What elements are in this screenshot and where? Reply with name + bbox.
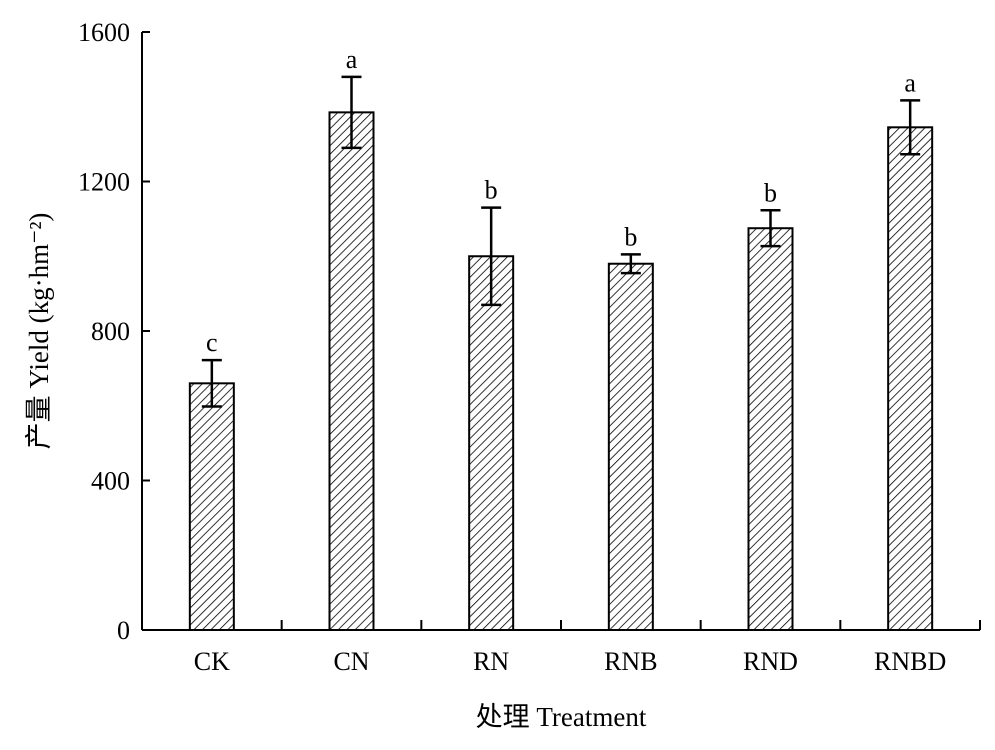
x-axis-title: 处理 Treatment: [476, 702, 647, 732]
significance-labels: c a b b b a: [206, 45, 916, 357]
y-tick-label: 800: [91, 317, 130, 346]
y-tick-label: 1600: [78, 18, 130, 47]
category-label: RN: [473, 647, 509, 676]
x-ticks: [280, 620, 981, 630]
error-bars: [201, 75, 921, 408]
axes: [141, 32, 980, 631]
bar-ck: [188, 382, 235, 632]
bar-rnb: [607, 262, 654, 631]
y-tick-label: 400: [91, 467, 130, 496]
significance-letter: a: [346, 45, 358, 74]
significance-letter: b: [764, 178, 777, 207]
y-tick-label: 1200: [78, 168, 130, 197]
bar-rnbd: [887, 126, 934, 632]
significance-letter: b: [624, 222, 637, 251]
category-label: RNB: [604, 647, 657, 676]
significance-letter: b: [485, 176, 498, 205]
category-labels: CK CN RN RNB RND RNBD: [194, 647, 947, 676]
y-ticks: 0 400 800 1200 1600: [78, 18, 150, 645]
significance-letter: c: [206, 328, 218, 357]
significance-letter: a: [904, 68, 916, 97]
bars: [188, 111, 934, 632]
bar-rn: [468, 255, 515, 631]
bar-cn: [328, 111, 375, 631]
category-label: RNBD: [874, 647, 946, 676]
y-tick-label: 0: [117, 616, 130, 645]
category-label: CK: [194, 647, 230, 676]
bar-rnd: [747, 227, 794, 631]
y-axis-title: 产量 Yield (kg·hm⁻²): [24, 213, 54, 450]
category-label: RND: [743, 647, 798, 676]
category-label: CN: [333, 647, 369, 676]
